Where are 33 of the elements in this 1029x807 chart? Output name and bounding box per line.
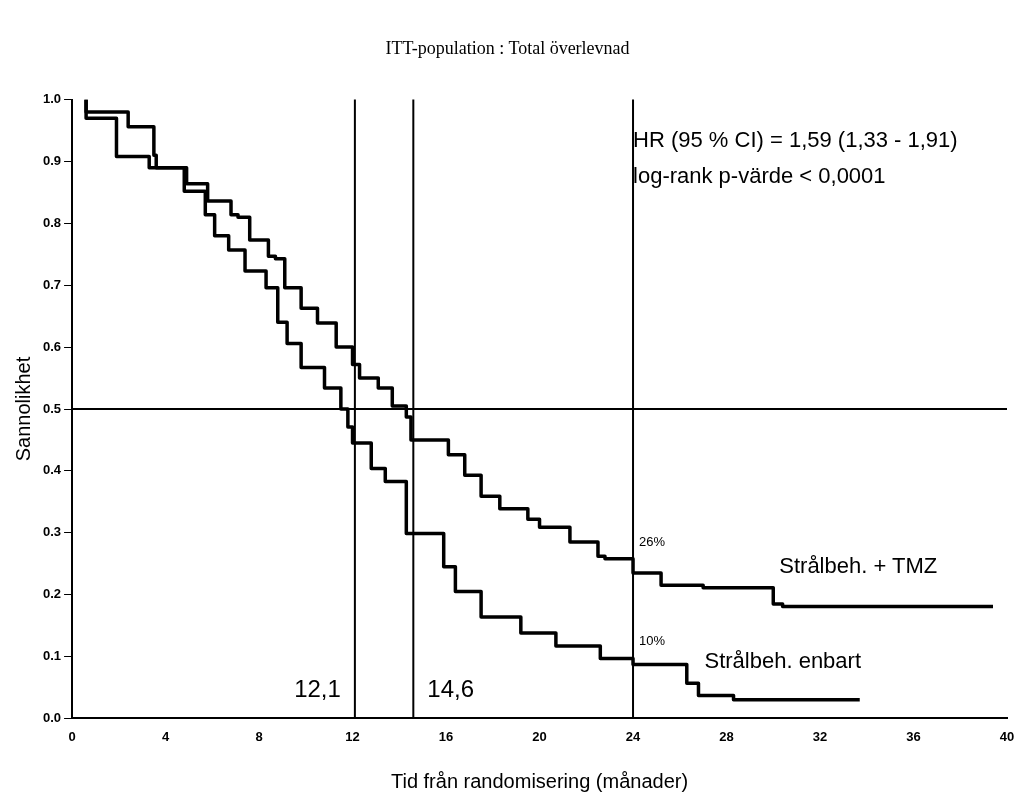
ref-line-label: 12,1	[294, 675, 341, 703]
x-axis-title: Tid från randomisering (månader)	[390, 769, 689, 792]
y-tick-label: 0.9	[42, 153, 62, 169]
x-tick-label: 16	[438, 728, 454, 744]
x-tick-label: 0	[68, 728, 76, 744]
y-tick-label: 0.3	[42, 524, 62, 540]
ref-line-label: 14,6	[427, 675, 475, 703]
y-tick-label: 1.0	[42, 91, 62, 107]
y-tick-label: 0.0	[42, 709, 62, 725]
y-tick-label: 0.8	[42, 214, 62, 230]
x-tick-label: 36	[906, 728, 921, 744]
annotation: HR (95 % CI) = 1,59 (1,33 - 1,91)	[633, 126, 958, 152]
x-tick-label: 20	[532, 728, 547, 744]
x-tick-label: 40	[999, 728, 1015, 744]
x-tick-label: 4	[161, 728, 170, 744]
x-tick-label: 28	[719, 728, 734, 744]
annotation: 26%	[639, 533, 666, 549]
series-label: Strålbeh. enbart	[704, 648, 862, 674]
x-tick-label: 32	[812, 728, 828, 744]
y-tick-label: 0.2	[42, 586, 62, 602]
annotation: 10%	[639, 633, 666, 649]
y-tick-label: 0.1	[42, 648, 62, 664]
y-tick-label: 0.7	[42, 276, 62, 292]
x-tick-label: 12	[345, 728, 360, 744]
annotation: log-rank p-värde < 0,0001	[633, 162, 886, 188]
y-tick-label: 0.6	[42, 338, 62, 354]
chart-title: ITT-population : Total överlevnad	[385, 37, 630, 58]
y-axis-title: Sannolikhet	[11, 356, 34, 462]
x-tick-label: 24	[625, 728, 642, 744]
series-label: Strålbeh. + TMZ	[779, 552, 938, 578]
x-tick-label: 8	[255, 728, 263, 744]
y-tick-label: 0.4	[42, 462, 62, 478]
y-tick-label: 0.5	[42, 400, 62, 416]
